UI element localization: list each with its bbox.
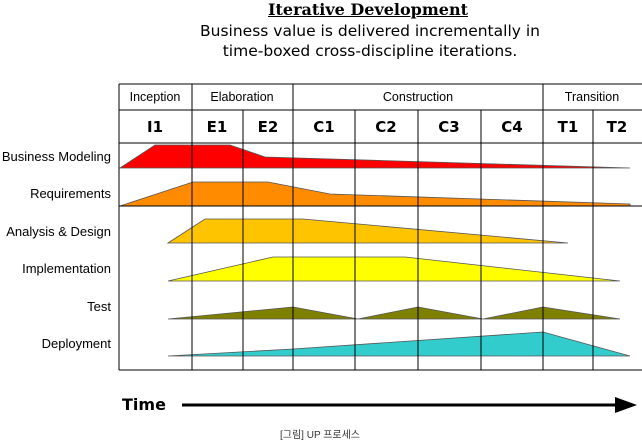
- iteration-c2: C2: [375, 118, 396, 136]
- phase-construction: Construction: [383, 90, 453, 104]
- discipline-label-deployment: Deployment: [42, 336, 112, 351]
- iteration-c3: C3: [438, 118, 459, 136]
- time-arrow-head: [615, 397, 637, 413]
- discipline-humps: [118, 144, 631, 357]
- test-hump: [167, 306, 621, 320]
- iteration-e1: E1: [207, 118, 228, 136]
- discipline-label-business-modeling: Business Modeling: [2, 149, 111, 164]
- discipline-label-test: Test: [87, 299, 111, 314]
- subtitle-line-1: Business value is delivered incrementall…: [200, 22, 540, 40]
- implementation-hump: [167, 256, 621, 282]
- diagram-title: Iterative Development: [268, 0, 468, 19]
- iteration-c1: C1: [313, 118, 334, 136]
- time-label: Time: [122, 395, 166, 414]
- discipline-label-implementation: Implementation: [22, 261, 111, 276]
- discipline-label-analysis-design: Analysis & Design: [6, 224, 111, 239]
- iteration-t2: T2: [607, 118, 628, 136]
- figure-caption: [그림] UP 프로세스: [279, 430, 361, 441]
- phase-elaboration: Elaboration: [210, 90, 273, 104]
- discipline-label-requirements: Requirements: [30, 186, 111, 201]
- iteration-c4: C4: [501, 118, 522, 136]
- grid: [118, 83, 642, 371]
- phase-transition: Transition: [565, 90, 619, 104]
- iteration-i1: I1: [147, 118, 163, 136]
- iteration-e2: E2: [258, 118, 279, 136]
- subtitle-line-2: time-boxed cross-discipline iterations.: [222, 42, 518, 60]
- phase-inception: Inception: [130, 90, 181, 104]
- analysis-design-hump: [166, 218, 569, 244]
- deployment-hump: [167, 331, 631, 357]
- business-modeling-hump: [118, 144, 631, 169]
- diagram-subtitle: Business value is delivered incrementall…: [150, 21, 590, 61]
- requirements-hump: [119, 181, 631, 207]
- iteration-t1: T1: [558, 118, 579, 136]
